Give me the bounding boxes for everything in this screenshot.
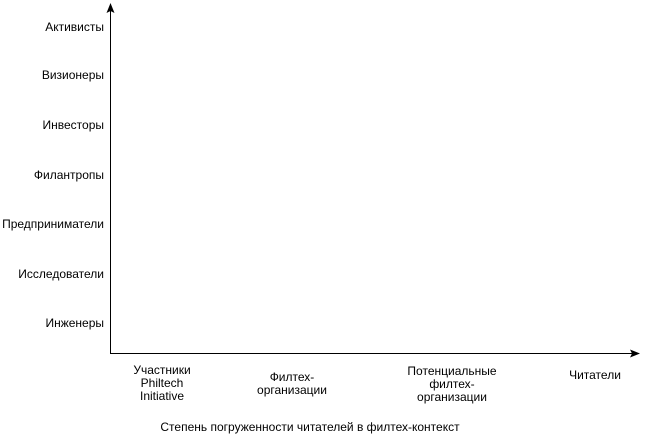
y-label-researchers: Исследователи [18, 267, 104, 281]
y-label-investors: Инвесторы [42, 118, 105, 132]
x-label-readers: Читатели [569, 368, 621, 382]
x-label-potential-philtech-organizations: Потенциальные филтех- организации [407, 364, 497, 404]
x-axis-title: Степень погруженности читателей в филтех… [160, 420, 460, 434]
y-label-visionaries: Визионеры [41, 68, 104, 82]
x-axis-arrowhead [630, 349, 640, 358]
y-axis-arrowhead [106, 3, 115, 13]
x-label-philtech-participants: Участники Philtech Initiative [133, 363, 191, 403]
y-label-activists: Активисты [45, 20, 104, 34]
y-label-engineers: Инженеры [45, 316, 104, 330]
y-label-entrepreneurs: Предприниматели [2, 217, 104, 231]
x-label-philtech-organizations: Филтех- организации [257, 370, 327, 397]
y-label-philanthropists: Филантропы [33, 168, 104, 182]
